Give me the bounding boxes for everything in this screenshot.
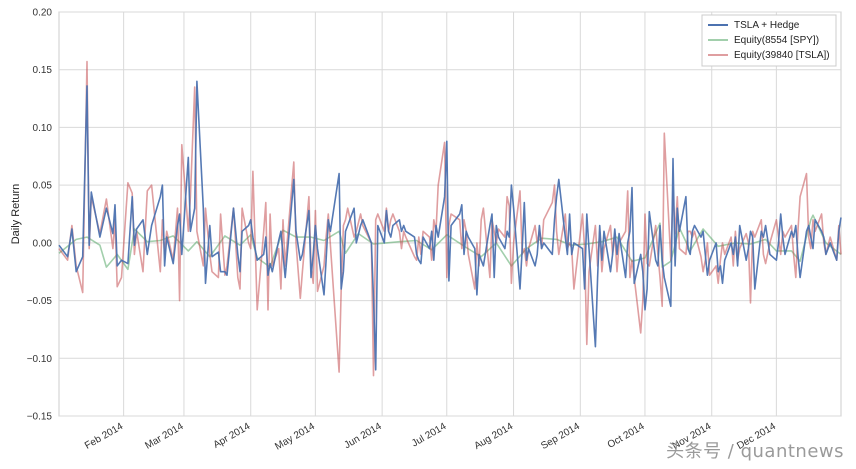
x-tick-label: Jun 2014 — [342, 421, 384, 451]
legend: TSLA + Hedge Equity(8554 [SPY]) Equity(3… — [701, 14, 837, 67]
y-axis-label: Daily Return — [10, 184, 22, 245]
x-tick-label: Sep 2014 — [539, 421, 582, 452]
y-tick-label: 0.20 — [33, 8, 53, 19]
x-tick-label: Aug 2014 — [472, 421, 515, 452]
legend-label-tsla: Equity(39840 [TSLA]) — [734, 50, 830, 61]
y-tick-label: 0.00 — [33, 238, 53, 249]
series-group — [58, 60, 842, 377]
x-tick-label: Jul 2014 — [410, 421, 449, 450]
x-tick-label: Mar 2014 — [143, 421, 185, 452]
x-tick-label: Apr 2014 — [212, 421, 253, 451]
y-tick-label: −0.15 — [27, 412, 53, 423]
y-axis-ticks: −0.15 −0.10 −0.05 0.00 0.05 0.10 0.15 0.20 — [27, 8, 53, 423]
watermark: 头条号 / quantnews — [666, 441, 844, 462]
y-tick-label: 0.15 — [33, 65, 53, 76]
legend-label-hedge: TSLA + Hedge — [734, 20, 800, 31]
x-tick-label: Oct 2014 — [606, 421, 647, 451]
y-tick-label: 0.10 — [33, 123, 53, 134]
y-tick-label: −0.10 — [27, 354, 53, 365]
series-line-hedge — [58, 80, 842, 371]
y-tick-label: 0.05 — [33, 181, 53, 192]
legend-label-spy: Equity(8554 [SPY]) — [734, 35, 819, 46]
y-tick-label: −0.05 — [27, 296, 53, 307]
x-tick-label: Feb 2014 — [83, 421, 125, 452]
x-tick-label: May 2014 — [273, 421, 317, 453]
